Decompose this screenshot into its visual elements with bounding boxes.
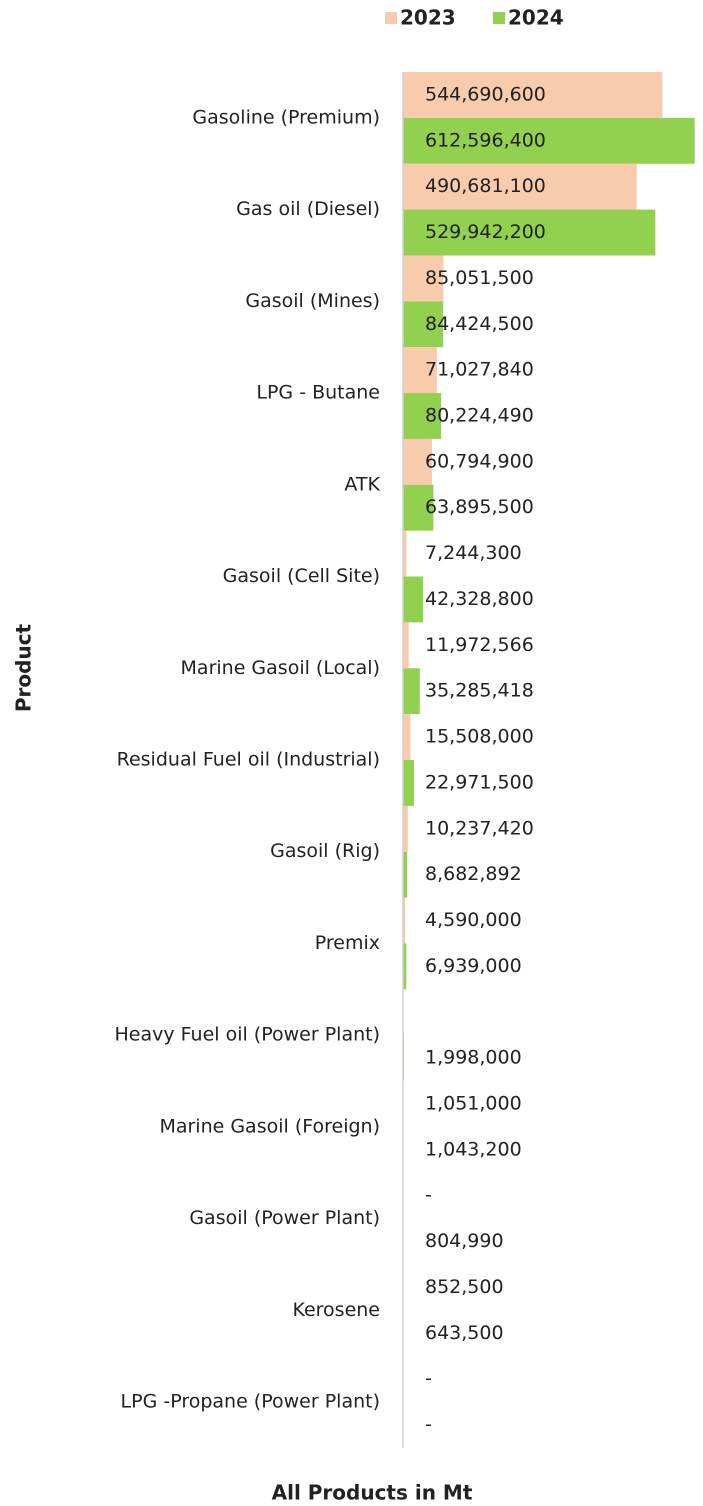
bar xyxy=(403,530,407,577)
data-label: - xyxy=(425,1414,432,1436)
data-label: 60,794,900 xyxy=(425,450,534,472)
data-label: 63,895,500 xyxy=(425,496,534,518)
legend-swatch xyxy=(493,12,505,24)
y-tick-label: Gasoil (Mines) xyxy=(245,290,380,312)
bar xyxy=(403,347,437,394)
bar xyxy=(403,117,695,164)
data-label: - xyxy=(425,1368,432,1390)
data-label: 7,244,300 xyxy=(425,542,522,564)
data-label: 10,237,420 xyxy=(425,817,534,839)
y-tick-label: ATK xyxy=(344,473,380,495)
bar xyxy=(403,393,442,439)
data-label: 22,971,500 xyxy=(425,771,534,793)
bar xyxy=(403,943,407,990)
data-label: 85,051,500 xyxy=(425,267,534,289)
y-tick-label: Marine Gasoil (Foreign) xyxy=(159,1115,380,1137)
data-label: 4,590,000 xyxy=(425,909,522,931)
y-axis-title: Product xyxy=(12,623,36,712)
data-label: 8,682,892 xyxy=(425,863,522,885)
bar xyxy=(403,622,409,669)
legend-label: 2024 xyxy=(508,6,564,30)
data-label: 490,681,100 xyxy=(425,175,546,197)
data-label: 1,051,000 xyxy=(425,1093,522,1115)
data-label: 612,596,400 xyxy=(425,129,546,151)
data-label: 6,939,000 xyxy=(425,955,522,977)
y-tick-label: LPG - Butane xyxy=(256,382,380,404)
bar xyxy=(403,163,637,210)
bar xyxy=(403,72,663,118)
y-tick-label: Gasoline (Premium) xyxy=(192,106,380,128)
data-label: 84,424,500 xyxy=(425,313,534,335)
bar xyxy=(403,897,406,944)
bar xyxy=(403,484,434,531)
data-label: 11,972,566 xyxy=(425,634,534,656)
y-tick-label: Marine Gasoil (Local) xyxy=(181,657,380,679)
data-label: 1,043,200 xyxy=(425,1138,522,1160)
bar xyxy=(403,668,420,715)
y-tick-label: Premix xyxy=(315,932,380,954)
data-label: 643,500 xyxy=(425,1322,504,1344)
bar xyxy=(403,438,432,485)
bar xyxy=(403,760,414,806)
data-label: 804,990 xyxy=(425,1230,504,1252)
y-tick-label: Residual Fuel oil (Industrial) xyxy=(117,749,380,771)
data-label: 529,942,200 xyxy=(425,221,546,243)
bar xyxy=(403,805,408,852)
bar xyxy=(403,209,656,256)
bar xyxy=(403,255,444,302)
legend-label: 2023 xyxy=(400,6,456,30)
bar xyxy=(403,851,408,898)
y-tick-label: Heavy Fuel oil (Power Plant) xyxy=(115,1024,381,1046)
data-label: 544,690,600 xyxy=(425,83,546,105)
data-label: 852,500 xyxy=(425,1276,504,1298)
y-tick-label: Gas oil (Diesel) xyxy=(236,198,380,220)
data-label: 42,328,800 xyxy=(425,588,534,610)
data-label: 80,224,490 xyxy=(425,405,534,427)
data-label: 35,285,418 xyxy=(425,680,534,702)
bar xyxy=(403,576,424,623)
y-tick-label: Gasoil (Power Plant) xyxy=(189,1207,380,1229)
x-axis-title: All Products in Mt xyxy=(272,1481,473,1505)
data-label: 71,027,840 xyxy=(425,359,534,381)
y-tick-label: Gasoil (Rig) xyxy=(270,840,380,862)
data-label: 15,508,000 xyxy=(425,726,534,748)
y-tick-label: Gasoil (Cell Site) xyxy=(223,565,380,587)
y-tick-label: Kerosene xyxy=(292,1299,380,1321)
data-label: - xyxy=(425,1184,432,1206)
data-label: 1,998,000 xyxy=(425,1047,522,1069)
legend-swatch xyxy=(385,12,397,24)
y-tick-label: LPG -Propane (Power Plant) xyxy=(121,1391,380,1413)
bar xyxy=(403,301,444,348)
bar xyxy=(403,714,411,760)
